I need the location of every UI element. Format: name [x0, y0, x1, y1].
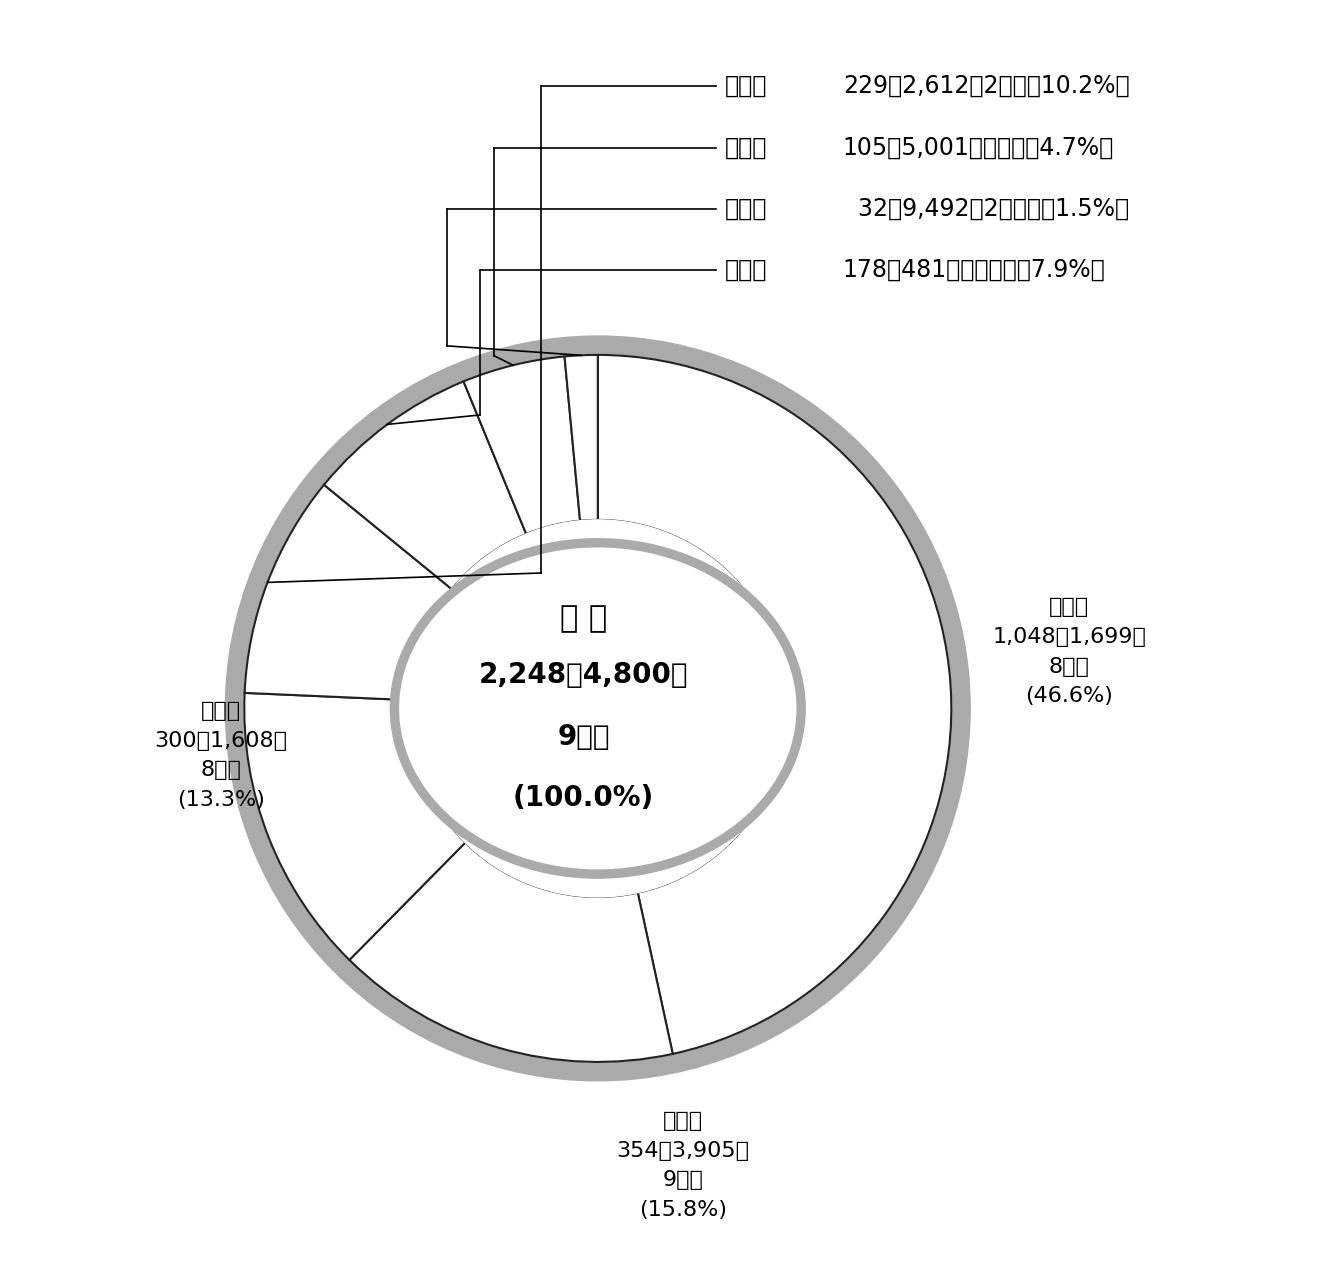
Text: 2,248先4,800万: 2,248先4,800万 — [479, 661, 689, 690]
Circle shape — [409, 520, 786, 896]
Circle shape — [245, 354, 952, 1062]
Wedge shape — [464, 357, 580, 534]
Ellipse shape — [390, 539, 805, 879]
Text: 教育費
354先3,905万
9千円
(15.8%): 教育費 354先3,905万 9千円 (15.8%) — [616, 1112, 749, 1220]
Ellipse shape — [400, 548, 796, 868]
Wedge shape — [245, 693, 465, 960]
Text: その他: その他 — [725, 258, 767, 282]
Text: 178先481万円　　　（7.9%）: 178先481万円 （7.9%） — [842, 258, 1106, 282]
Wedge shape — [324, 381, 527, 589]
Circle shape — [226, 335, 971, 1081]
Text: (100.0%): (100.0%) — [513, 784, 654, 812]
Wedge shape — [349, 843, 673, 1062]
Text: 衛生費: 衛生費 — [725, 75, 767, 99]
Wedge shape — [245, 485, 452, 700]
Text: 総務費
300先1,608万
8千円
(13.3%): 総務費 300先1,608万 8千円 (13.3%) — [154, 701, 287, 810]
Text: 土木費: 土木費 — [725, 135, 767, 160]
Text: 公債費: 公債費 — [725, 196, 767, 220]
Text: 9千円: 9千円 — [558, 723, 610, 751]
Text: 総 額: 総 額 — [560, 604, 607, 633]
Text: 105先5,001万円　　（4.7%）: 105先5,001万円 （4.7%） — [842, 135, 1114, 160]
Text: 32先9,492万2千円　（1.5%）: 32先9,492万2千円 （1.5%） — [842, 196, 1128, 220]
Text: 229先2,612万2千円（10.2%）: 229先2,612万2千円（10.2%） — [842, 75, 1130, 99]
Wedge shape — [598, 354, 952, 1053]
Wedge shape — [564, 354, 598, 520]
Text: 民生費
1,048先1,699万
8千円
(46.6%): 民生費 1,048先1,699万 8千円 (46.6%) — [992, 598, 1146, 706]
